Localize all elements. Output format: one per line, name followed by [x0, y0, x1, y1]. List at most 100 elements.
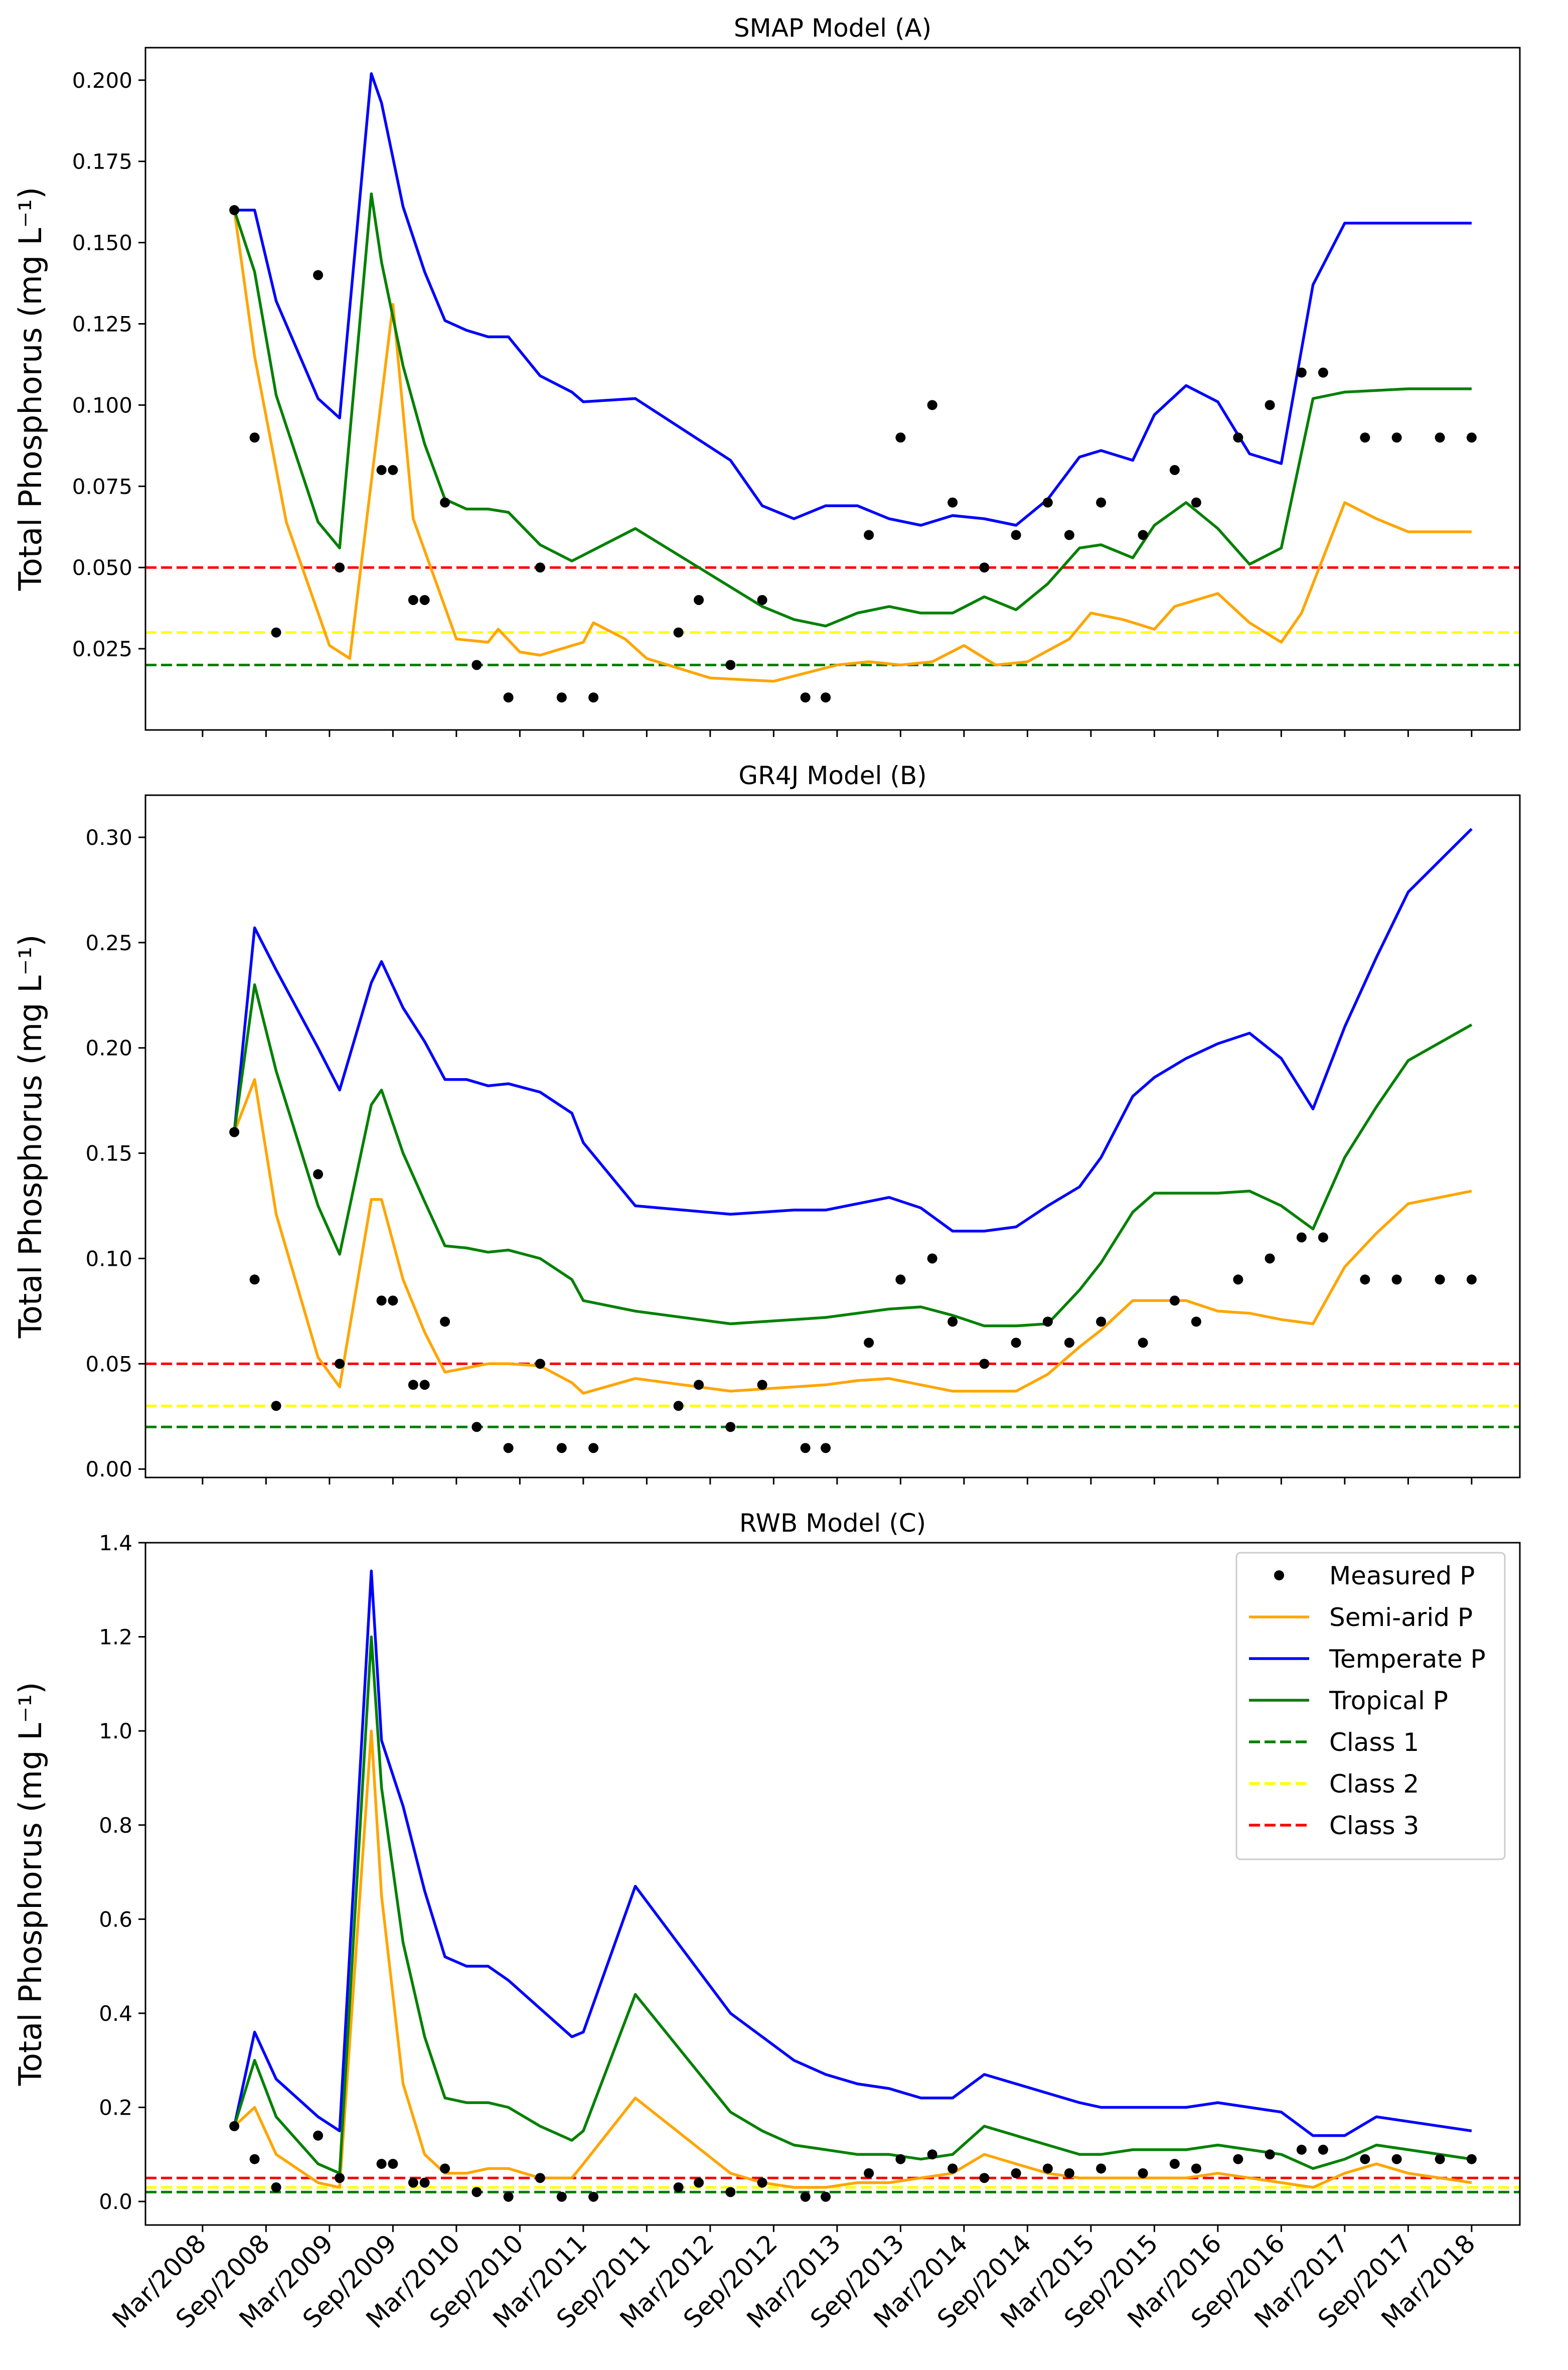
measured-point [1064, 2168, 1074, 2178]
y-tick-label: 0.100 [72, 393, 132, 417]
measured-point [800, 692, 811, 703]
panel-title: GR4J Model (B) [738, 761, 926, 790]
measured-point [535, 2173, 545, 2183]
measured-point [1466, 1274, 1477, 1285]
panel-title: SMAP Model (A) [734, 14, 931, 43]
measured-point [895, 432, 906, 443]
legend-label: Class 1 [1329, 1728, 1419, 1757]
y-axis-label: Total Phosphorus (mg L⁻¹) [12, 187, 49, 591]
measured-point [1466, 2154, 1477, 2164]
measured-point [472, 2187, 482, 2197]
measured-point [1233, 1274, 1243, 1285]
measured-point [979, 1359, 990, 1369]
measured-point [1296, 367, 1307, 378]
y-axis-label: Total Phosphorus (mg L⁻¹) [12, 935, 49, 1339]
legend: Measured P Semi-arid P Temperate P Tropical… [1235, 1552, 1506, 1860]
measured-point [1391, 432, 1402, 443]
measured-point [864, 2168, 874, 2178]
measured-point [535, 1359, 545, 1369]
measured-point [335, 562, 345, 573]
measured-point [725, 1422, 736, 1432]
legend-label: Measured P [1329, 1561, 1475, 1590]
series-line-temperate-p [234, 72, 1472, 527]
measured-point [1360, 2154, 1370, 2164]
measured-point [757, 595, 767, 605]
measured-point [1042, 497, 1053, 508]
panel-b: GR4J Model (B) Total Phosphorus (mg L⁻¹) 0… [12, 761, 1521, 1485]
y-tick-label: 0.2 [99, 2096, 132, 2120]
measured-point [673, 2182, 684, 2192]
measured-point [1466, 432, 1477, 443]
measured-point [229, 1127, 240, 1137]
measured-point [1169, 465, 1180, 475]
measured-point [1011, 1338, 1021, 1348]
measured-point [948, 2163, 958, 2174]
measured-point [376, 465, 387, 475]
measured-point [376, 2159, 387, 2169]
measured-point [472, 1422, 482, 1432]
measured-point [271, 1401, 281, 1411]
plot-area [145, 48, 1520, 730]
measured-point [1233, 432, 1243, 443]
measured-point [1265, 400, 1275, 410]
y-tick-label: 0.6 [99, 1907, 132, 1932]
panel-c: RWB Model (C) Total Phosphorus (mg L⁻¹) 0.… [12, 1509, 1521, 2334]
series-line-semi-arid-p [233, 1729, 1472, 2189]
measured-point [440, 1316, 450, 1327]
measured-point [757, 2177, 767, 2188]
measured-point [1391, 2154, 1402, 2164]
measured-point [1391, 1274, 1402, 1285]
y-tick-label: 0.075 [72, 474, 132, 499]
series-line-tropical-p [233, 192, 1472, 628]
measured-point [588, 2191, 599, 2202]
measured-point [864, 530, 874, 540]
measured-point [249, 2154, 260, 2164]
measured-point [821, 692, 831, 703]
measured-point [1138, 1338, 1148, 1348]
measured-point [271, 2182, 281, 2192]
axes-frame [144, 47, 1521, 731]
measured-point [1191, 497, 1201, 508]
measured-point [948, 497, 958, 508]
measured-point [673, 1401, 684, 1411]
y-tick-label: 0.0 [99, 2189, 132, 2214]
measured-point [408, 1380, 418, 1390]
measured-point [1042, 2163, 1053, 2174]
y-tick-label: 0.30 [85, 825, 132, 850]
series-line-semi-arid-p [233, 1078, 1472, 1395]
measured-point [1042, 1316, 1053, 1327]
measured-point [927, 1253, 937, 1264]
measured-point [588, 692, 599, 703]
measured-point [271, 627, 281, 638]
measured-point [1169, 1295, 1180, 1306]
measured-point [948, 1316, 958, 1327]
y-tick-label: 0.125 [72, 312, 132, 336]
measured-point [1096, 2163, 1107, 2174]
measured-point [1191, 2163, 1201, 2174]
y-tick-label: 0.200 [72, 68, 132, 93]
panel-a: SMAP Model (A) Total Phosphorus (mg L⁻¹) 0… [12, 14, 1521, 737]
measured-point [1138, 2168, 1148, 2178]
y-tick-label: 0.15 [85, 1141, 132, 1166]
y-tick-label: 0.00 [85, 1457, 132, 1482]
y-tick-label: 0.175 [72, 150, 132, 174]
legend-label: Semi-arid P [1329, 1603, 1473, 1632]
measured-point [503, 1443, 514, 1453]
measured-point [556, 1443, 567, 1453]
y-axis-label: Total Phosphorus (mg L⁻¹) [12, 1682, 49, 2087]
y-tick-label: 0.4 [99, 2001, 132, 2026]
series-line-semi-arid-p [233, 210, 1472, 683]
measured-point [503, 2191, 514, 2202]
y-tick-label: 1.2 [99, 1625, 132, 1650]
measured-point [895, 1274, 906, 1285]
series-line-tropical-p [233, 1635, 1472, 2175]
measured-point [1011, 2168, 1021, 2178]
y-tick-label: 0.8 [99, 1813, 132, 1838]
measured-point [1435, 432, 1445, 443]
measured-point [388, 1295, 398, 1306]
measured-point [1360, 1274, 1370, 1285]
measured-point [694, 2177, 704, 2188]
series-line-temperate-p [233, 828, 1473, 1233]
measured-point [821, 2191, 831, 2202]
